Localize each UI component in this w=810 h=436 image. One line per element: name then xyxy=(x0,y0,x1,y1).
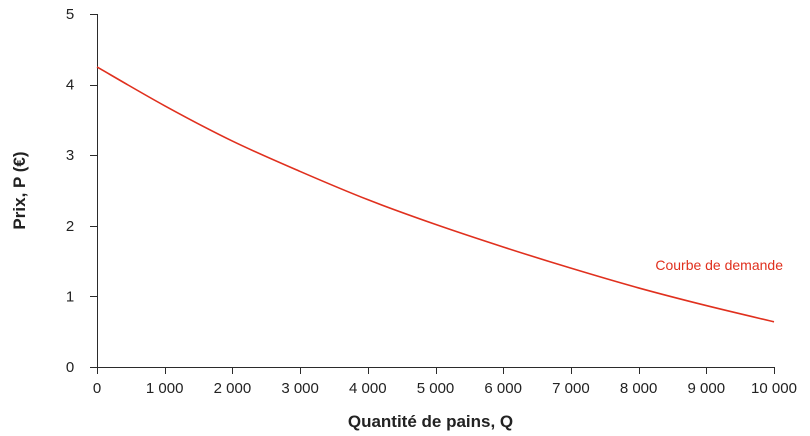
y-tick-label: 4 xyxy=(66,77,74,94)
y-tick-label: 3 xyxy=(66,147,74,164)
x-tick-label: 8 000 xyxy=(620,380,658,397)
demand-curve-line xyxy=(96,66,775,323)
demand-curve-label: Courbe de demande xyxy=(655,257,783,273)
y-tick-label: 1 xyxy=(66,288,74,305)
x-tick-label: 2 000 xyxy=(214,380,252,397)
x-axis-ticks: 0 1 000 2 000 3 000 4 000 5 000 6 000 7 000 8 00… xyxy=(93,367,797,397)
x-tick-label: 0 xyxy=(93,380,101,397)
x-tick-label: 4 000 xyxy=(349,380,387,397)
y-axis-title: Prix, P (€) xyxy=(10,151,29,229)
x-tick-label: 10 000 xyxy=(751,380,797,397)
series-layer: Courbe de demande xyxy=(96,66,783,323)
x-tick-label: 9 000 xyxy=(688,380,726,397)
y-tick-label: 5 xyxy=(66,6,74,23)
x-axis-title: Quantité de pains, Q xyxy=(348,412,513,431)
y-axis-ticks: 0 1 2 3 4 5 xyxy=(66,6,97,376)
x-tick-label: 6 000 xyxy=(484,380,522,397)
x-tick-label: 7 000 xyxy=(552,380,590,397)
y-tick-label: 2 xyxy=(66,218,74,235)
x-tick-label: 3 000 xyxy=(281,380,319,397)
x-tick-label: 1 000 xyxy=(146,380,184,397)
x-tick-label: 5 000 xyxy=(417,380,455,397)
y-tick-label: 0 xyxy=(66,359,74,376)
